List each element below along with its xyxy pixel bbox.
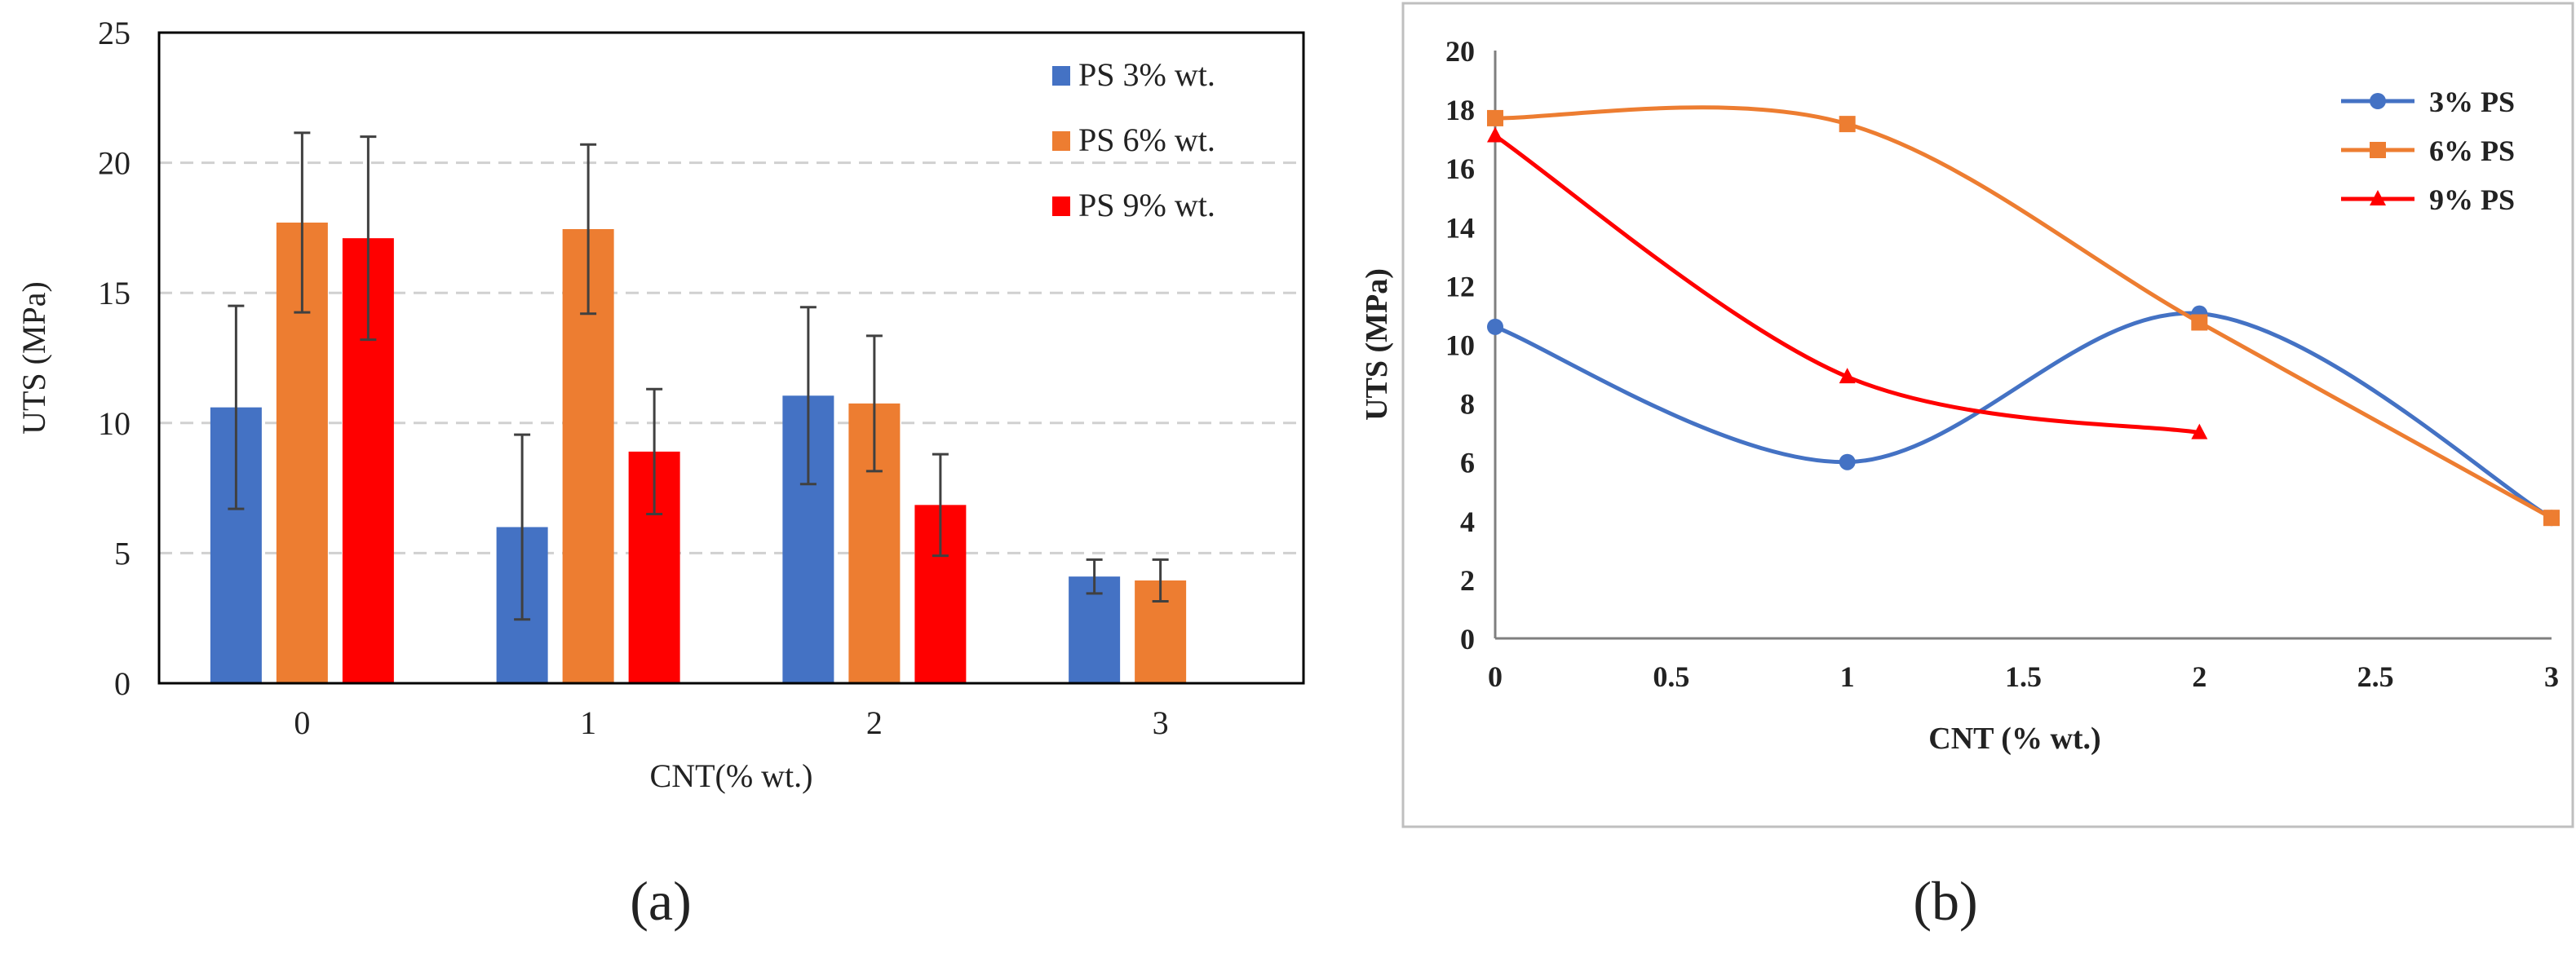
legend-label: 6% PS bbox=[2429, 135, 2515, 167]
x-tick-labels: 0 1 2 3 bbox=[294, 704, 1168, 741]
legend: PS 3% wt. PS 6% wt. PS 9% wt. bbox=[1052, 56, 1215, 223]
legend-label: PS 9% wt. bbox=[1078, 187, 1215, 223]
y-tick-label: 18 bbox=[1445, 94, 1475, 126]
triangle-marker bbox=[2191, 423, 2208, 439]
square-marker bbox=[2370, 142, 2386, 158]
x-tick-label: 1.5 bbox=[2005, 660, 2042, 693]
x-axis-label: CNT (% wt.) bbox=[1928, 722, 2100, 756]
x-tick-label: 1 bbox=[580, 704, 596, 741]
y-tick-label: 0 bbox=[1460, 623, 1475, 656]
series-line bbox=[1494, 311, 2553, 520]
circle-marker bbox=[1487, 318, 1503, 335]
y-tick-label: 2 bbox=[1460, 564, 1475, 597]
y-tick-label: 6 bbox=[1460, 447, 1475, 479]
triangle-marker bbox=[1487, 126, 1503, 143]
legend-label: PS 6% wt. bbox=[1078, 121, 1215, 158]
series-line bbox=[1494, 105, 2553, 520]
y-tick-label: 20 bbox=[1445, 35, 1475, 68]
plot-frame bbox=[157, 31, 1305, 685]
y-tick-label: 10 bbox=[98, 405, 131, 442]
square-marker bbox=[1839, 116, 1856, 133]
x-tick-label: 0 bbox=[294, 704, 310, 741]
x-tick-label: 2.5 bbox=[2357, 660, 2394, 693]
line-chart-panel: 0 2 4 6 8 10 12 14 16 18 20 0 0.5 1 1.5 2 2.5 3 UTS (MPa… bbox=[1360, 2, 2574, 932]
y-tick-label: 4 bbox=[1460, 505, 1475, 538]
triangle-marker bbox=[1839, 368, 1856, 384]
series-line bbox=[1494, 134, 2200, 435]
x-tick-labels: 0 0.5 1 1.5 2 2.5 3 bbox=[1488, 660, 2559, 693]
x-tick-label: 3 bbox=[1153, 704, 1169, 741]
legend: 3% PS 6% PS 9% PS bbox=[2341, 86, 2515, 216]
legend-label: PS 3% wt. bbox=[1078, 56, 1215, 93]
bar-series bbox=[210, 223, 1187, 684]
y-tick-labels: 0 5 10 15 20 25 bbox=[98, 15, 131, 702]
y-tick-labels: 0 2 4 6 8 10 12 14 16 18 20 bbox=[1445, 35, 1475, 656]
y-axis-label: UTS (MPa) bbox=[15, 281, 52, 435]
y-tick-label: 12 bbox=[1445, 270, 1475, 302]
y-axis-label: UTS (MPa) bbox=[1360, 268, 1394, 421]
y-tick-label: 16 bbox=[1445, 152, 1475, 185]
x-tick-label: 3 bbox=[2544, 660, 2559, 693]
data-markers bbox=[1487, 109, 2560, 527]
panel-label: (b) bbox=[1913, 870, 1977, 932]
legend-label: 3% PS bbox=[2429, 86, 2515, 118]
legend-swatch bbox=[1052, 131, 1070, 151]
line-series bbox=[1494, 105, 2553, 520]
square-marker bbox=[2543, 510, 2560, 527]
error-bars bbox=[228, 131, 1169, 621]
y-tick-label: 0 bbox=[114, 665, 131, 702]
legend-swatch bbox=[1052, 66, 1070, 86]
y-tick-label: 5 bbox=[114, 535, 131, 572]
y-tick-label: 10 bbox=[1445, 329, 1475, 362]
x-axis-label: CNT(% wt.) bbox=[650, 757, 813, 794]
legend-label: 9% PS bbox=[2429, 183, 2515, 216]
x-tick-label: 2 bbox=[2192, 660, 2206, 693]
square-marker bbox=[2191, 314, 2208, 331]
y-tick-label: 25 bbox=[98, 15, 131, 51]
x-tick-label: 2 bbox=[866, 704, 883, 741]
y-tick-label: 20 bbox=[98, 145, 131, 182]
square-marker bbox=[1487, 109, 1503, 126]
y-tick-label: 8 bbox=[1460, 388, 1475, 421]
circle-marker bbox=[1839, 453, 1856, 470]
x-tick-label: 0.5 bbox=[1653, 660, 1689, 693]
y-tick-label: 14 bbox=[1445, 211, 1475, 244]
bar-chart-panel: 0 5 10 15 20 25 0 1 2 3 UTS (MPa) CNT(% wt.) PS … bbox=[15, 15, 1305, 932]
panel-label: (a) bbox=[630, 870, 691, 932]
chart-frame bbox=[1401, 2, 2574, 828]
x-tick-label: 0 bbox=[1488, 660, 1503, 693]
legend-swatch bbox=[1052, 196, 1070, 216]
triangle-marker bbox=[2370, 190, 2386, 205]
y-tick-label: 15 bbox=[98, 275, 131, 311]
circle-marker bbox=[2370, 93, 2386, 109]
x-tick-label: 1 bbox=[1840, 660, 1855, 693]
